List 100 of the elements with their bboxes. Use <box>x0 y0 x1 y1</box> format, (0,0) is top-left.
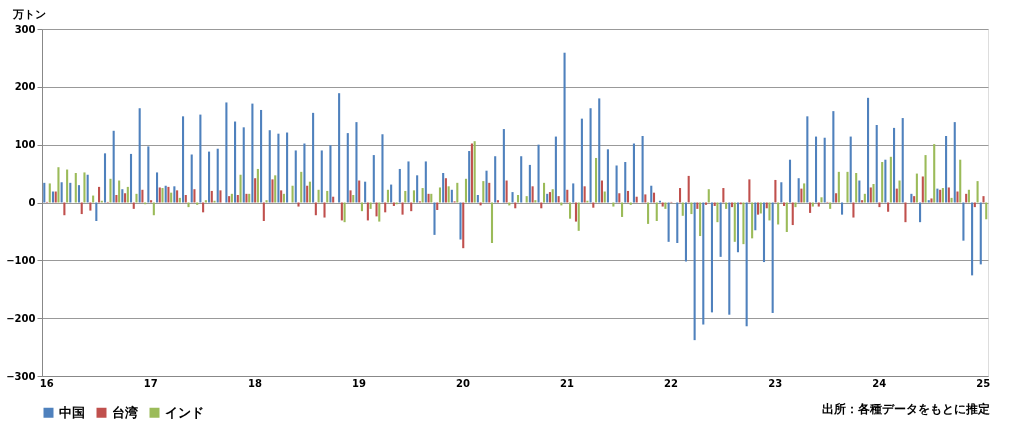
bar <box>832 111 835 203</box>
bar <box>728 202 731 315</box>
bar <box>632 143 635 203</box>
bar <box>606 149 609 203</box>
bar <box>124 193 127 203</box>
x-tick-label: 21 <box>560 377 575 389</box>
bar <box>407 161 410 203</box>
bar <box>286 132 289 203</box>
bar <box>219 190 222 203</box>
bar <box>412 190 416 203</box>
bar <box>583 186 586 203</box>
bar <box>358 180 361 203</box>
bar <box>710 202 714 313</box>
bar <box>502 129 505 203</box>
bar <box>589 108 592 203</box>
bar <box>260 109 263 203</box>
bar <box>121 189 124 203</box>
bar <box>919 202 922 223</box>
bar <box>846 171 849 203</box>
bar <box>696 202 699 209</box>
y-tick-label: 0 <box>28 197 36 208</box>
x-tick-label: 22 <box>664 377 679 389</box>
bar <box>274 175 277 203</box>
bar <box>863 193 866 203</box>
bar <box>225 102 228 203</box>
bar <box>306 185 309 203</box>
bar <box>386 189 389 203</box>
bar <box>615 165 618 203</box>
bar <box>600 180 604 203</box>
bar <box>317 189 320 203</box>
bar <box>612 202 615 207</box>
bar <box>678 188 682 203</box>
bar <box>505 180 508 203</box>
bar <box>595 157 598 203</box>
bar <box>768 202 771 221</box>
y-tick-label: −100 <box>6 254 36 266</box>
bar <box>155 172 159 203</box>
bar <box>878 202 881 208</box>
bar <box>742 202 745 245</box>
bar <box>895 188 898 203</box>
bar <box>464 178 468 203</box>
bar <box>424 161 427 203</box>
bar <box>277 133 280 203</box>
bar <box>867 97 870 203</box>
bar <box>355 122 358 203</box>
bar <box>262 202 265 222</box>
bar <box>791 202 794 226</box>
bar <box>889 156 892 203</box>
bar <box>626 190 630 203</box>
bar <box>323 202 326 218</box>
bar <box>542 182 546 203</box>
bar <box>239 174 242 203</box>
bar <box>852 202 855 218</box>
bar <box>979 202 982 265</box>
bar <box>745 202 748 327</box>
bar <box>945 135 948 203</box>
bar <box>132 202 135 209</box>
bar <box>184 194 187 203</box>
bar <box>858 180 861 203</box>
bar <box>950 197 953 203</box>
bar <box>48 183 51 203</box>
bar <box>849 136 852 203</box>
bar <box>216 148 219 203</box>
bar <box>57 167 60 203</box>
bar <box>837 171 840 203</box>
bar <box>684 202 687 262</box>
bar <box>603 191 606 203</box>
bar <box>971 202 974 276</box>
bar <box>933 144 936 203</box>
bar <box>681 202 684 216</box>
bar <box>528 164 531 203</box>
bar <box>624 162 627 203</box>
bar <box>456 182 459 203</box>
bar <box>736 202 740 253</box>
bar <box>647 202 650 224</box>
bar <box>74 173 77 203</box>
bar <box>655 202 658 222</box>
bar <box>777 202 780 225</box>
bar <box>488 182 491 203</box>
bar <box>349 190 352 203</box>
bar <box>43 182 46 203</box>
bar <box>788 159 792 203</box>
bar <box>60 182 63 203</box>
bar <box>135 193 138 203</box>
bar <box>572 183 575 203</box>
bar <box>667 202 670 242</box>
bar <box>496 200 499 203</box>
bar <box>531 186 534 203</box>
bar <box>390 184 393 203</box>
x-tick-label: 16 <box>39 377 54 389</box>
bar <box>982 196 985 203</box>
bar <box>811 202 814 207</box>
bar <box>190 154 193 203</box>
bar <box>251 103 254 203</box>
x-tick-label: 17 <box>143 377 158 389</box>
x-tick-label: 18 <box>247 377 262 389</box>
bar <box>511 192 514 203</box>
bar <box>147 146 150 203</box>
bar <box>690 202 693 215</box>
bar <box>806 116 809 203</box>
